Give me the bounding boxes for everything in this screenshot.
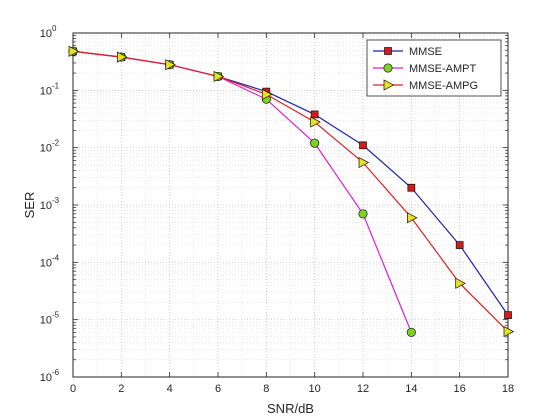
y-tick-base: 10 bbox=[40, 257, 52, 269]
square-marker bbox=[407, 183, 416, 192]
y-tick-label: 10 bbox=[40, 143, 52, 155]
y-tick-exponent: -2 bbox=[52, 139, 60, 148]
y-tick-exponent: -6 bbox=[52, 368, 60, 377]
triangle-right-marker bbox=[68, 45, 80, 57]
triangle-right-marker bbox=[455, 277, 466, 289]
series-line bbox=[72, 50, 509, 332]
x-tick-label: 4 bbox=[167, 383, 173, 395]
x-tick-label: 18 bbox=[502, 383, 514, 395]
x-tick-labels: 0 2 4 6 8 10 12 14 16 18 bbox=[70, 383, 514, 395]
square-marker bbox=[384, 47, 392, 55]
square-marker bbox=[310, 110, 319, 119]
x-tick-label: 10 bbox=[309, 383, 321, 395]
y-tick-base: 10 bbox=[40, 28, 52, 40]
y-tick-base: 10 bbox=[40, 85, 52, 97]
triangle-right-marker bbox=[261, 88, 273, 100]
x-tick-label: 8 bbox=[263, 383, 269, 395]
x-tick-label: 12 bbox=[357, 383, 369, 395]
circle-marker bbox=[406, 327, 416, 337]
x-tick-label: 16 bbox=[454, 383, 466, 395]
triangle-right-marker bbox=[116, 51, 128, 63]
x-axis-title: SNR/dB bbox=[267, 401, 314, 416]
triangle-right-marker bbox=[358, 156, 370, 169]
y-tick-exponent: -5 bbox=[52, 311, 60, 320]
y-tick-label: 10 bbox=[40, 257, 52, 269]
x-tick-label: 0 bbox=[70, 383, 76, 395]
y-tick-exponent: -1 bbox=[52, 81, 60, 90]
circle-marker bbox=[383, 63, 393, 73]
y-tick-label: 10 bbox=[40, 85, 52, 97]
y-tick-label: 10 bbox=[40, 28, 52, 40]
triangle-right-marker bbox=[165, 59, 176, 71]
legend: MMSE MMSE-AMPT MMSE-AMPG bbox=[366, 39, 502, 97]
series-mmse-ampg bbox=[68, 45, 515, 338]
y-tick-exponent: -4 bbox=[52, 253, 60, 262]
circle-marker bbox=[358, 209, 368, 219]
y-tick-base: 10 bbox=[40, 315, 52, 327]
legend-label: MMSE-AMPG bbox=[409, 80, 478, 92]
square-marker bbox=[455, 241, 464, 249]
legend-entry: MMSE bbox=[373, 46, 442, 58]
y-tick-base: 10 bbox=[40, 372, 52, 384]
y-tick-base: 10 bbox=[40, 143, 52, 155]
legend-label: MMSE-AMPT bbox=[409, 63, 477, 75]
circle-marker bbox=[310, 138, 320, 148]
x-tick-label: 14 bbox=[405, 383, 417, 395]
triangle-right-marker bbox=[406, 212, 418, 224]
x-tick-label: 6 bbox=[215, 383, 221, 395]
series-layer bbox=[68, 45, 515, 338]
triangle-right-marker bbox=[503, 325, 515, 338]
y-tick-label: 10 bbox=[40, 372, 52, 384]
x-tick-label: 2 bbox=[118, 383, 124, 395]
triangle-right-marker bbox=[310, 116, 321, 128]
square-marker bbox=[359, 141, 367, 150]
y-axis-title: SER bbox=[22, 192, 37, 219]
y-tick-base: 10 bbox=[40, 200, 52, 212]
y-tick-exponent: 0 bbox=[52, 24, 57, 33]
legend-entry: MMSE-AMPG bbox=[373, 79, 478, 92]
y-tick-label: 10 bbox=[40, 315, 52, 327]
y-tick-exponent: -3 bbox=[52, 196, 60, 205]
legend-label: MMSE bbox=[409, 46, 442, 58]
triangle-right-marker bbox=[213, 70, 225, 82]
legend-entry: MMSE-AMPT bbox=[373, 63, 477, 75]
y-tick-label: 10 bbox=[40, 200, 52, 212]
triangle-right-marker bbox=[383, 79, 395, 91]
square-marker bbox=[504, 311, 512, 319]
